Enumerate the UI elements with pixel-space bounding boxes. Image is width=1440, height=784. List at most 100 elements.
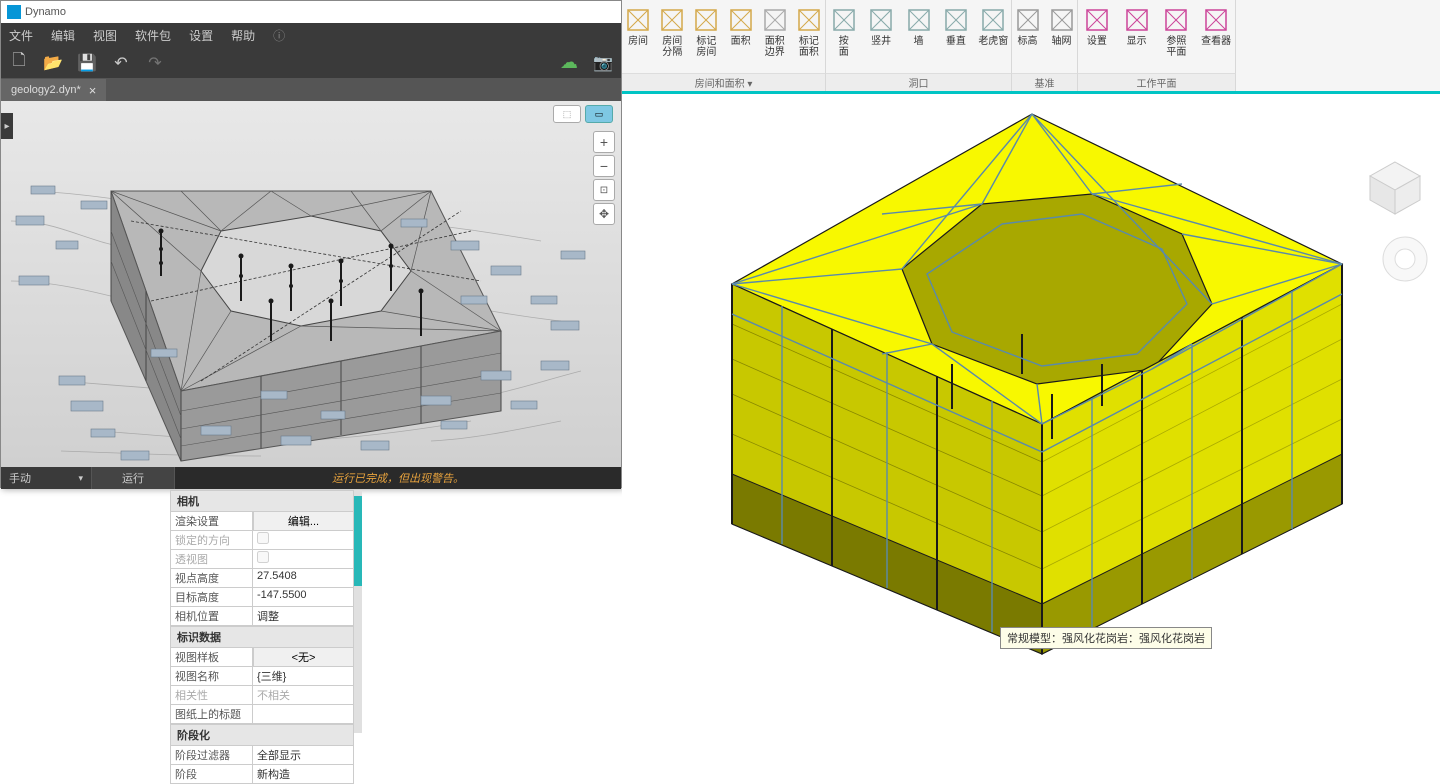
props-value-button[interactable]: <无>: [253, 648, 353, 666]
props-row: 目标高度-147.5500: [170, 588, 354, 607]
cloud-icon[interactable]: ☁: [559, 53, 579, 73]
props-row: 视图名称{三维}: [170, 667, 354, 686]
props-row: 阶段过滤器全部显示: [170, 746, 354, 765]
props-value[interactable]: 新构造: [253, 765, 353, 783]
ribbon-button[interactable]: 竖井: [863, 4, 898, 49]
props-label: 阶段过滤器: [171, 746, 253, 764]
camera-icon[interactable]: 📷: [593, 53, 613, 73]
status-message: 运行已完成，但出现警告。: [175, 470, 621, 486]
save-icon[interactable]: 💾: [77, 53, 97, 73]
ribbon-button[interactable]: 墙: [901, 4, 936, 49]
ribbon-button[interactable]: 查看器: [1197, 4, 1235, 49]
run-button[interactable]: 运行: [91, 467, 175, 489]
ribbon-button-label: 墙: [914, 36, 924, 47]
ribbon-icon: [1014, 6, 1042, 34]
redo-icon[interactable]: ↷: [145, 53, 165, 73]
dynamo-menubar: 文件 编辑 视图 软件包 设置 帮助 ⓘ: [1, 23, 621, 47]
props-row: 透视图: [170, 550, 354, 569]
ribbon-button[interactable]: 标高: [1012, 4, 1044, 49]
ribbon-button-label: 轴网: [1052, 36, 1072, 47]
ribbon-icon: [692, 6, 720, 34]
ribbon-icon: [979, 6, 1007, 34]
ribbon-button-label: 竖井: [871, 36, 891, 47]
run-mode-dropdown[interactable]: 手动: [1, 467, 91, 489]
ribbon-group: 按面 竖井 墙 垂直老虎窗: [826, 0, 1012, 73]
dynamo-viewport[interactable]: ⬚ ▭ + − ⊡ ✥ ▸: [1, 101, 621, 467]
new-file-icon[interactable]: 🗋: [9, 53, 29, 73]
ribbon-button-label: 标高: [1018, 36, 1038, 47]
props-label: 图纸上的标题: [171, 705, 253, 723]
ribbon-button-label: 设置: [1087, 36, 1107, 47]
ribbon-icon: [1048, 6, 1076, 34]
properties-panel: 相机渲染设置编辑...锁定的方向透视图视点高度27.5408目标高度-147.5…: [170, 490, 354, 784]
menu-edit[interactable]: 编辑: [51, 27, 75, 44]
dynamo-logo-icon: [7, 5, 21, 19]
props-value[interactable]: 全部显示: [253, 746, 353, 764]
props-value[interactable]: -147.5500: [253, 588, 353, 606]
ribbon-button[interactable]: 老虎窗: [976, 4, 1011, 49]
tab-close-icon[interactable]: ×: [89, 83, 97, 98]
ribbon-icon: [942, 6, 970, 34]
ribbon-icon: [1083, 6, 1111, 34]
props-value-button[interactable]: 编辑...: [253, 512, 353, 530]
dynamo-window: Dynamo 文件 编辑 视图 软件包 设置 帮助 ⓘ 🗋 📂 💾 ↶ ↷ ☁ …: [0, 0, 622, 488]
ribbon-button[interactable]: 按面: [826, 4, 861, 60]
ribbon-button[interactable]: 轴网: [1046, 4, 1078, 49]
props-label: 目标高度: [171, 588, 253, 606]
props-label: 阶段: [171, 765, 253, 783]
ribbon-icon: [795, 6, 823, 34]
view-cube[interactable]: [1360, 154, 1430, 224]
info-icon[interactable]: ⓘ: [273, 27, 285, 44]
ribbon-button-label: 面积: [731, 36, 751, 47]
ribbon-button[interactable]: 面积: [725, 4, 757, 49]
ribbon-button-label: 参照平面: [1166, 36, 1186, 58]
props-label: 渲染设置: [171, 512, 253, 530]
menu-file[interactable]: 文件: [9, 27, 33, 44]
revit-viewport[interactable]: 常规模型：强风化花岗岩：强风化花岗岩: [622, 94, 1440, 743]
ribbon-button-label: 垂直: [946, 36, 966, 47]
steering-wheel[interactable]: [1380, 234, 1430, 284]
props-label: 视图样板: [171, 648, 253, 666]
ribbon-button[interactable]: 设置: [1078, 4, 1116, 49]
properties-scrollbar[interactable]: [354, 490, 362, 733]
menu-help[interactable]: 帮助: [231, 27, 255, 44]
ribbon-button-label: 按面: [839, 36, 849, 58]
menu-settings[interactable]: 设置: [189, 27, 213, 44]
props-value[interactable]: [253, 705, 353, 723]
file-tab[interactable]: geology2.dyn* ×: [1, 79, 106, 101]
ribbon-icon: [1202, 6, 1230, 34]
props-row: 渲染设置编辑...: [170, 512, 354, 531]
props-label: 相机位置: [171, 607, 253, 625]
props-row: 相关性不相关: [170, 686, 354, 705]
undo-icon[interactable]: ↶: [111, 53, 131, 73]
props-value[interactable]: 27.5408: [253, 569, 353, 587]
ribbon-button[interactable]: 房间: [622, 4, 654, 49]
ribbon-button[interactable]: 面积边界: [759, 4, 791, 60]
scrollbar-thumb[interactable]: [354, 496, 362, 586]
props-row: 相机位置调整: [170, 607, 354, 626]
ribbon-group: 标高 轴网: [1012, 0, 1078, 73]
ribbon-group-label: 洞口: [826, 73, 1012, 91]
element-tooltip: 常规模型：强风化花岗岩：强风化花岗岩: [1000, 627, 1212, 649]
ribbon-button[interactable]: 参照平面: [1158, 4, 1196, 60]
dynamo-statusbar: 手动 运行 运行已完成，但出现警告。: [1, 467, 621, 489]
ribbon-button[interactable]: 标记面积: [793, 4, 825, 60]
ribbon-button[interactable]: 显示: [1118, 4, 1156, 49]
ribbon-icon: [624, 6, 652, 34]
ribbon-icon: [658, 6, 686, 34]
props-label: 锁定的方向: [171, 531, 253, 549]
ribbon-icon: [867, 6, 895, 34]
menu-packages[interactable]: 软件包: [135, 27, 171, 44]
ribbon-icon: [1162, 6, 1190, 34]
ribbon-group-label: 工作平面: [1078, 73, 1236, 91]
ribbon-button[interactable]: 标记房间: [690, 4, 722, 60]
ribbon-button[interactable]: 房间分隔: [656, 4, 688, 60]
props-value[interactable]: {三维}: [253, 667, 353, 685]
tab-name: geology2.dyn*: [11, 84, 81, 96]
ribbon-button[interactable]: 垂直: [938, 4, 973, 49]
open-file-icon[interactable]: 📂: [43, 53, 63, 73]
menu-view[interactable]: 视图: [93, 27, 117, 44]
props-section-header: 标识数据: [170, 626, 354, 648]
props-value[interactable]: 调整: [253, 607, 353, 625]
revit-ribbon: 房间房间分隔标记房间面积面积边界标记面积按面 竖井 墙 垂直老虎窗标高 轴网 设置显示参照…: [622, 0, 1440, 94]
